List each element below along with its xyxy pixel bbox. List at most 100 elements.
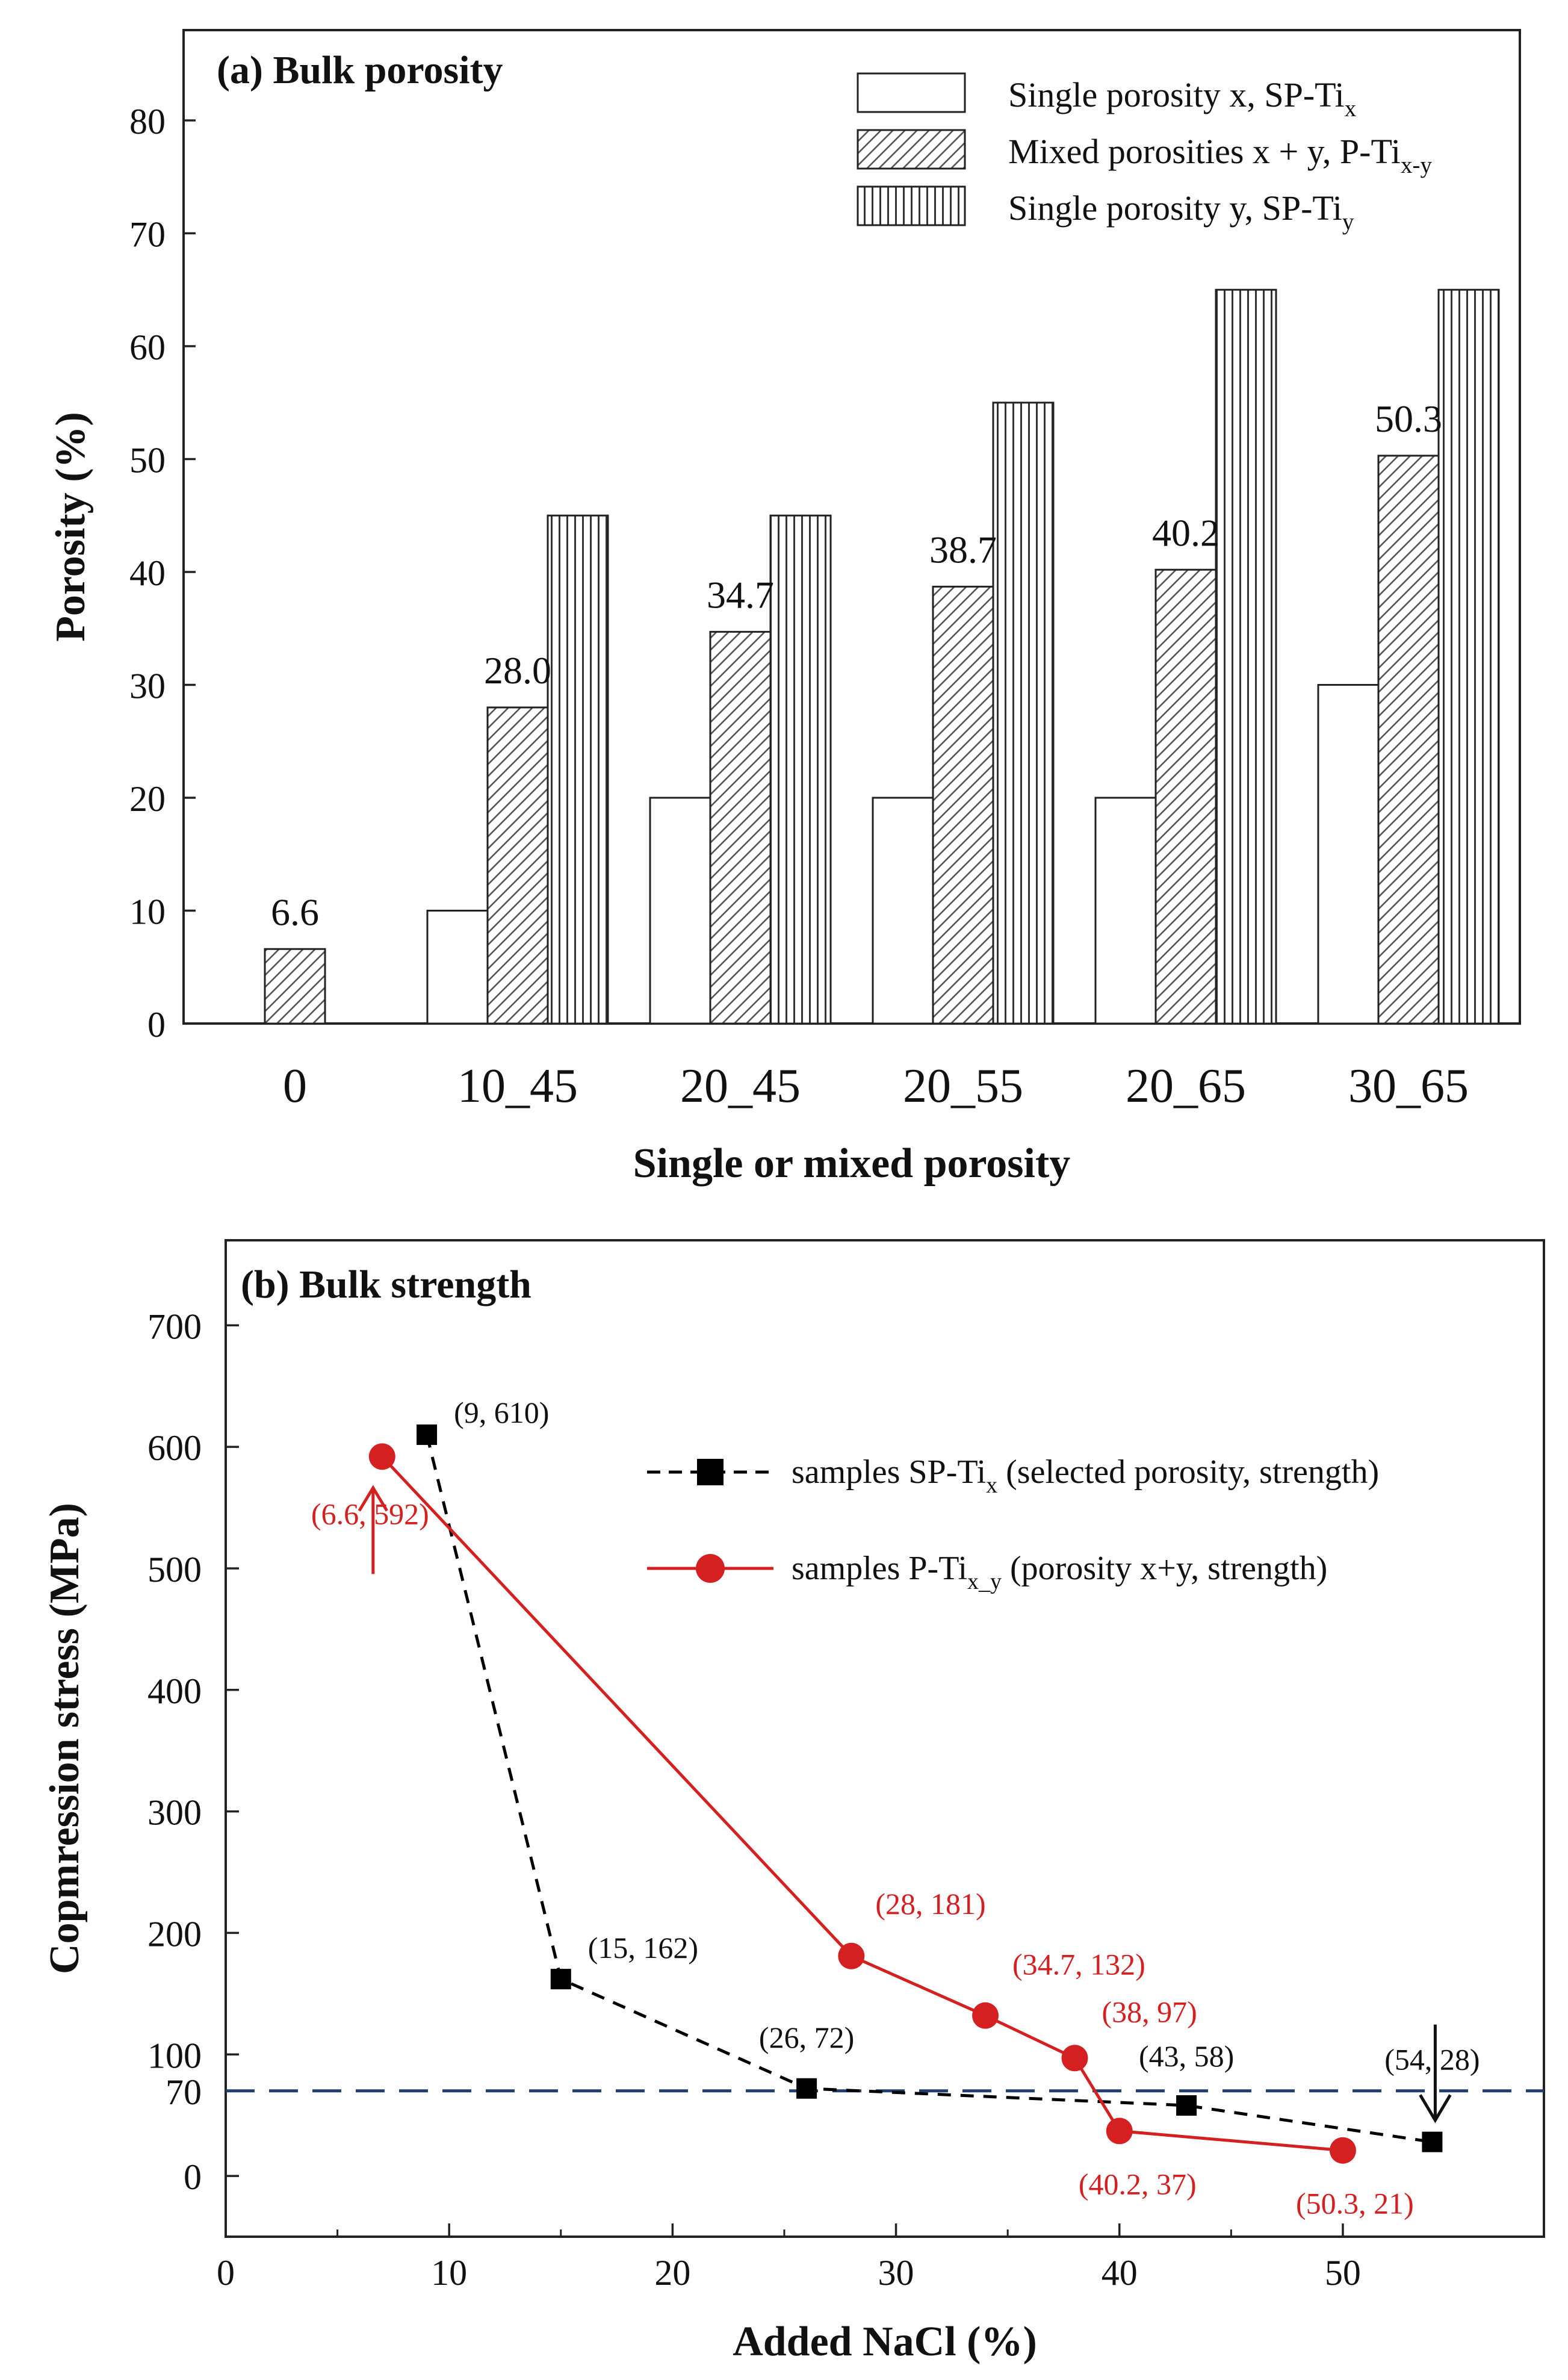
bar-empty xyxy=(872,797,934,1025)
data-point-circle xyxy=(368,1443,395,1470)
bar-diag xyxy=(1377,455,1440,1025)
y-tick-label-b: 200 xyxy=(147,1914,202,1954)
data-point-square xyxy=(550,1969,571,1990)
bar-diag xyxy=(1154,568,1217,1025)
data-point-circle xyxy=(1329,2137,1356,2164)
bar-diag xyxy=(486,706,549,1025)
legend-label-a: Single porosity x, SP-Tix xyxy=(1008,75,1357,122)
bar-empty xyxy=(426,910,489,1025)
bar-vert xyxy=(547,514,609,1025)
x-tick-label-a: 0 xyxy=(283,1060,307,1113)
y-tick-label-a: 40 xyxy=(129,553,166,593)
data-point-label: (6.6, 592) xyxy=(311,1497,429,1530)
y-tick-label-a: 50 xyxy=(129,441,166,480)
y-tick-label-a: 60 xyxy=(129,328,166,367)
bar-empty xyxy=(1317,684,1380,1025)
data-point-label: (40.2, 37) xyxy=(1079,2167,1197,2201)
x-tick-label-b: 0 xyxy=(217,2253,235,2293)
y-tick-label-b: 400 xyxy=(147,1671,202,1711)
data-point-label: (34.7, 132) xyxy=(1012,1948,1145,1981)
y-tick-label-a: 20 xyxy=(129,779,166,819)
y-tick-label-a: 0 xyxy=(147,1005,166,1045)
plot-frame-a xyxy=(182,29,1521,1025)
legend-label-b: samples SP-Tix (selected porosity, stren… xyxy=(792,1453,1379,1498)
bar-vert xyxy=(992,402,1055,1025)
arrow-head-black xyxy=(1419,2094,1452,2124)
arrow-head-red xyxy=(358,1485,388,1512)
data-point-circle xyxy=(838,1942,865,1969)
x-tick-label-b: 30 xyxy=(878,2253,914,2293)
data-point-label: (38, 97) xyxy=(1102,1995,1197,2028)
data-point-square xyxy=(1422,2131,1443,2152)
data-point-label: (28, 181) xyxy=(875,1887,985,1921)
legend-swatch-a xyxy=(857,129,966,170)
legend-label-b: samples P-Tix_y (porosity x+y, strength) xyxy=(792,1550,1327,1594)
data-point-circle xyxy=(972,2002,999,2029)
bar-data-label: 50.3 xyxy=(1375,397,1442,440)
x-axis-label-a: Single or mixed porosity xyxy=(633,1140,1071,1187)
bar-vert xyxy=(1437,288,1500,1025)
bar-chart-porosity: 0 10 20 30 40 50 60 70 80 0 6.6 10_45 28.0 20_45 34.7 2… xyxy=(48,29,1521,1187)
series-line-1 xyxy=(380,1455,1343,2152)
data-point-circle xyxy=(1061,2045,1088,2072)
bar-data-label: 38.7 xyxy=(929,528,997,571)
y-axis-label-b: Copmression stress (MPa) xyxy=(42,1503,88,1974)
data-point-square xyxy=(796,2078,817,2099)
y-tick-label-b: 70 xyxy=(166,2072,202,2112)
x-tick-label-a: 20_55 xyxy=(903,1060,1023,1113)
legend-swatch-a xyxy=(857,72,966,113)
bar-diag xyxy=(932,585,994,1025)
data-point-circle xyxy=(1106,2117,1133,2145)
bar-data-label: 28.0 xyxy=(484,649,551,692)
data-point-label: (15, 162) xyxy=(588,1931,698,1965)
bar-empty xyxy=(1094,797,1157,1025)
y-axis-label-a: Porosity (%) xyxy=(48,412,94,642)
legend-marker-circle xyxy=(696,1554,725,1583)
y-tick-label-a: 10 xyxy=(129,892,166,932)
data-point-label: (50.3, 21) xyxy=(1296,2187,1414,2220)
bar-data-label: 34.7 xyxy=(707,573,774,616)
plot-frame-b xyxy=(225,1239,1545,2238)
x-tick-label-a: 20_45 xyxy=(680,1060,801,1113)
y-tick-label-b: 700 xyxy=(147,1307,202,1346)
legend-label-a: Single porosity y, SP-Tiy xyxy=(1008,188,1354,235)
legend-swatch-a xyxy=(857,185,966,226)
x-tick-label-a: 30_65 xyxy=(1348,1060,1469,1113)
x-tick-label-a: 20_65 xyxy=(1126,1060,1246,1113)
data-point-square xyxy=(417,1424,438,1445)
bar-empty xyxy=(649,797,711,1025)
y-tick-label-a: 70 xyxy=(129,215,166,255)
x-tick-label-b: 40 xyxy=(1102,2253,1138,2293)
x-tick-label-a: 10_45 xyxy=(457,1060,578,1113)
y-tick-label-b: 0 xyxy=(184,2157,202,2197)
data-point-square xyxy=(1176,2095,1197,2116)
bar-diag xyxy=(264,948,326,1025)
bar-diag xyxy=(709,630,772,1025)
data-point-label: (9, 610) xyxy=(454,1396,549,1429)
y-tick-label-b: 500 xyxy=(147,1550,202,1589)
y-tick-label-b: 300 xyxy=(147,1793,202,1833)
bar-data-label: 6.6 xyxy=(271,890,319,933)
series-line-0 xyxy=(425,1434,1433,2144)
data-point-label: (26, 72) xyxy=(759,2021,854,2054)
data-point-label: (43, 58) xyxy=(1139,2039,1234,2073)
bar-vert xyxy=(769,514,832,1025)
x-tick-label-b: 20 xyxy=(654,2253,690,2293)
y-tick-label-b: 100 xyxy=(147,2036,202,2075)
chart-title-a: (a) Bulk porosity xyxy=(217,48,503,92)
x-tick-label-b: 10 xyxy=(431,2253,467,2293)
data-point-label: (54, 28) xyxy=(1384,2043,1480,2077)
x-axis-label-b: Added NaCl (%) xyxy=(733,2319,1037,2365)
legend-label-a: Mixed porosities x + y, P-Tix-y xyxy=(1008,132,1432,178)
x-tick-label-b: 50 xyxy=(1325,2253,1361,2293)
y-tick-label-b: 600 xyxy=(147,1428,202,1468)
bar-data-label: 40.2 xyxy=(1152,511,1219,554)
chart-title-b: (b) Bulk strength xyxy=(241,1263,531,1307)
y-tick-label-a: 30 xyxy=(129,666,166,706)
y-tick-label-a: 80 xyxy=(129,102,166,141)
bar-vert xyxy=(1215,288,1277,1025)
legend-marker-square xyxy=(697,1459,724,1485)
